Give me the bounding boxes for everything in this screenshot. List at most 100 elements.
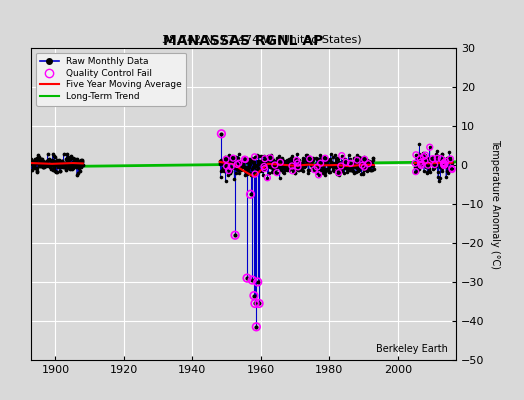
Point [244,156,253,162]
Point [341,161,349,167]
Point [435,158,443,164]
Point [290,170,299,176]
Point [345,160,353,166]
Point [365,165,374,171]
Point [228,159,237,165]
Point [245,163,254,169]
Point [225,151,233,158]
Point [420,168,428,174]
Point [248,168,257,175]
Point [267,160,276,166]
Point [59,160,67,166]
Point [74,159,82,165]
Point [293,166,301,172]
Point [369,155,378,162]
Point [437,156,445,162]
Point [304,167,312,174]
Point [283,161,291,167]
Point [318,166,326,173]
Point [253,167,261,174]
Point [68,162,76,168]
Point [359,171,367,177]
Point [344,152,353,158]
Point [232,166,241,172]
Point [325,156,334,162]
Point [441,158,450,164]
Point [279,164,287,171]
Point [263,174,271,181]
Point [368,167,376,174]
Point [316,160,325,166]
Point [220,160,228,167]
Point [276,164,284,170]
Point [239,158,248,164]
Point [243,171,251,178]
Point [257,162,265,168]
Point [54,157,63,164]
Point [302,156,310,162]
Point [52,160,61,166]
Point [437,164,445,170]
Point [308,158,316,164]
Point [29,161,38,167]
Point [423,170,432,176]
Point [219,164,227,171]
Point [68,166,76,172]
Point [272,162,280,168]
Point [241,166,249,173]
Point [47,159,56,166]
Point [48,159,56,165]
Point [328,162,336,168]
Point [352,158,360,165]
Point [265,170,273,176]
Point [216,174,225,180]
Point [355,167,363,174]
Point [416,156,424,162]
Point [327,161,335,168]
Point [74,165,83,172]
Point [28,167,36,173]
Point [62,166,70,172]
Point [355,166,363,172]
Point [369,156,377,163]
Point [44,161,52,168]
Point [354,160,363,166]
Point [43,160,51,166]
Point [432,157,440,163]
Point [36,162,44,168]
Point [56,158,64,164]
Point [411,168,420,175]
Point [431,158,439,165]
Point [259,160,268,166]
Point [316,152,324,158]
Point [287,154,295,161]
Point [237,164,245,171]
Point [253,152,261,158]
Point [270,163,278,170]
Point [219,160,227,166]
Point [225,166,234,173]
Point [358,156,366,162]
Point [56,160,64,166]
Point [250,292,258,299]
Point [431,156,440,162]
Point [344,160,352,166]
Point [323,167,332,173]
Point [442,174,450,180]
Point [290,167,299,173]
Point [65,165,73,172]
Point [329,164,337,170]
Point [425,144,434,150]
Point [269,166,277,172]
Point [241,156,249,162]
Point [423,169,431,175]
Point [284,166,292,172]
Point [423,155,431,161]
Point [360,154,368,161]
Point [321,155,330,162]
Point [351,154,359,161]
Point [77,158,85,165]
Point [330,163,338,169]
Point [359,170,368,176]
Point [363,156,371,163]
